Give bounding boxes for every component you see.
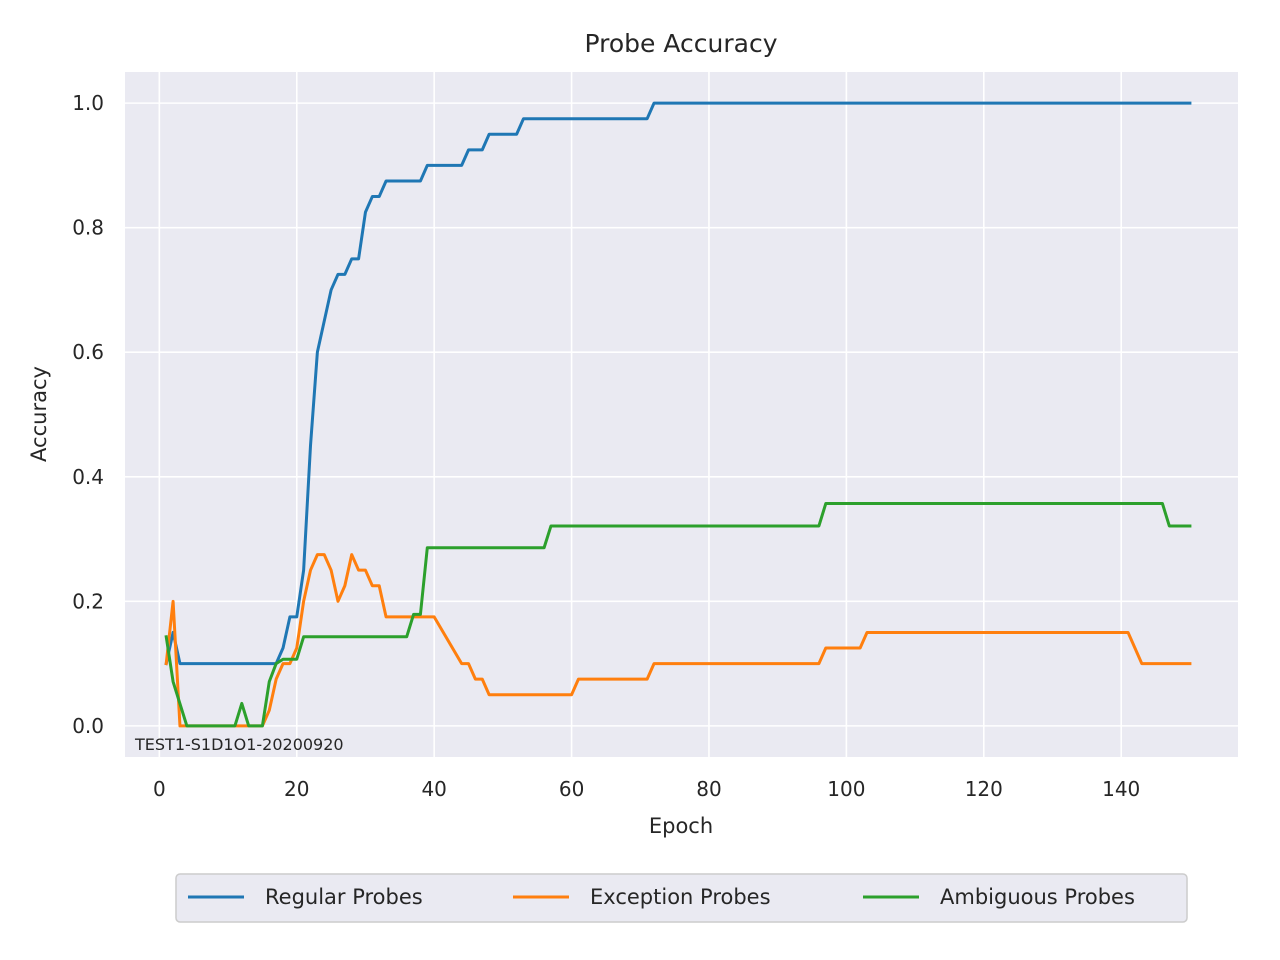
series-line-exception-probes: [164, 553, 1192, 728]
x-tick-label: 100: [827, 777, 865, 801]
legend-label: Ambiguous Probes: [940, 885, 1135, 909]
x-tick-label: 140: [1102, 777, 1140, 801]
chart-title: Probe Accuracy: [585, 29, 778, 58]
series-line-ambiguous-probes: [164, 502, 1192, 728]
legend-label: Exception Probes: [590, 885, 771, 909]
run-annotation: TEST1-S1D1O1-20200920: [134, 735, 344, 754]
plot-background: [125, 72, 1238, 757]
x-tick-label: 0: [153, 777, 166, 801]
x-tick-label: 20: [284, 777, 309, 801]
x-axis-label: Epoch: [649, 814, 713, 838]
legend-box: [175, 873, 1188, 923]
legend: Regular Probes Exception Probes Ambiguous …: [175, 873, 1188, 923]
y-tick-label: 0.8: [72, 216, 104, 240]
y-tick-label: 0.4: [72, 465, 104, 489]
y-axis-label: Accuracy: [27, 366, 51, 462]
series-line-regular-probes: [164, 101, 1192, 666]
y-tick-label: 0.2: [72, 589, 104, 613]
legend-label: Regular Probes: [265, 885, 423, 909]
y-tick-label: 0.0: [72, 714, 104, 738]
series-layer: [164, 101, 1192, 728]
y-tick-label: 1.0: [72, 91, 104, 115]
x-tick-label: 80: [696, 777, 721, 801]
x-tick-label: 60: [559, 777, 584, 801]
x-tick-label: 40: [421, 777, 446, 801]
x-tick-label: 120: [965, 777, 1003, 801]
tick-labels: 0 20 40 60 80 100 120 140 0.0 0.2 0.4 0.6 0.8 1.0: [72, 91, 1140, 801]
y-tick-label: 0.6: [72, 340, 104, 364]
